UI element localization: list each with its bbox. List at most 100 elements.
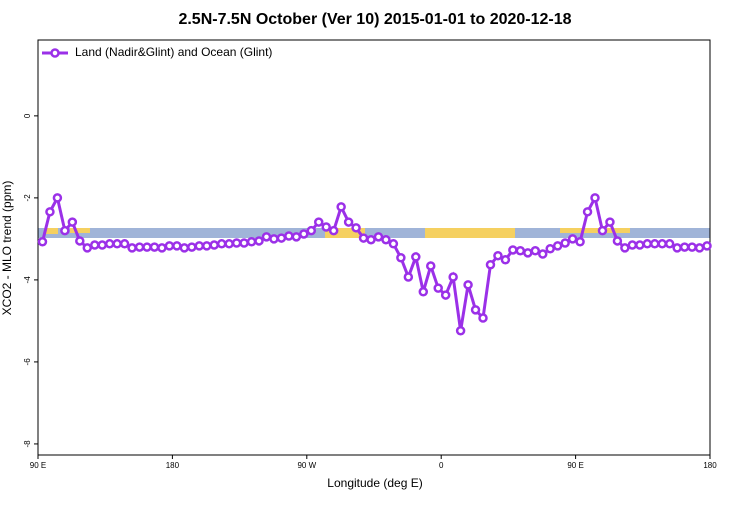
data-point: [396, 253, 406, 263]
data-point: [485, 259, 496, 270]
data-point: [172, 241, 182, 251]
y-tick-label: -4: [23, 276, 32, 284]
legend-label: Land (Nadir&Glint) and Ocean (Glint): [75, 45, 272, 59]
data-point: [500, 255, 511, 265]
data-point: [194, 241, 205, 251]
data-point: [433, 283, 443, 293]
data-point: [52, 193, 63, 203]
data-point: [45, 207, 55, 217]
data-point: [187, 242, 197, 252]
data-point: [702, 241, 712, 251]
data-point: [291, 232, 302, 242]
data-point: [127, 243, 137, 253]
data-point: [299, 229, 309, 239]
series-line: [41, 193, 708, 331]
data-point: [164, 241, 175, 251]
data-point: [649, 239, 660, 249]
data-point: [373, 232, 384, 242]
data-point: [37, 237, 48, 247]
data-point: [470, 305, 481, 315]
data-point: [321, 222, 331, 232]
data-point: [284, 231, 294, 241]
data-point: [75, 236, 85, 246]
data-point: [455, 325, 466, 336]
data-point: [269, 234, 279, 244]
data-point: [97, 240, 107, 250]
data-point: [463, 280, 473, 290]
data-point: [664, 239, 675, 249]
data-point: [239, 238, 249, 248]
data-point: [478, 313, 488, 323]
data-point: [388, 239, 399, 249]
data-point: [605, 217, 615, 227]
data-point: [440, 290, 451, 300]
data-point: [89, 240, 100, 250]
data-point: [642, 239, 653, 249]
x-tick-label: 90 E: [567, 461, 583, 470]
y-tick-label: 0: [23, 113, 32, 118]
data-point: [246, 237, 257, 247]
data-point: [201, 241, 212, 251]
data-point: [448, 272, 458, 282]
data-point: [418, 287, 429, 297]
data-point: [679, 242, 690, 252]
data-point: [694, 243, 705, 253]
data-point: [343, 217, 354, 227]
data-point: [552, 241, 563, 251]
data-point: [134, 242, 145, 252]
y-tick-label: -2: [23, 194, 32, 202]
data-point: [216, 239, 227, 249]
data-point: [620, 243, 630, 253]
data-point: [82, 243, 93, 253]
data-point: [575, 237, 585, 247]
data-point: [582, 207, 593, 217]
data-point: [403, 272, 414, 282]
legend-marker: [50, 48, 60, 58]
x-tick-label: 90 W: [297, 461, 316, 470]
y-axis-label: XCO2 - MLO trend (ppm): [0, 181, 14, 316]
data-point: [179, 243, 190, 253]
data-point: [597, 225, 608, 236]
data-point: [537, 249, 548, 259]
data-point: [657, 239, 667, 249]
data-point: [254, 236, 264, 246]
data-point: [336, 202, 346, 212]
data-point: [157, 243, 167, 253]
data-point: [523, 248, 533, 258]
data-point: [261, 232, 272, 242]
x-tick-label: 90 E: [30, 461, 46, 470]
data-point: [276, 233, 287, 243]
data-point: [411, 252, 421, 262]
data-point: [313, 217, 324, 227]
x-tick-label: 180: [166, 461, 180, 470]
data-point: [149, 242, 160, 252]
data-point: [67, 217, 78, 227]
data-point: [425, 261, 436, 271]
x-axis-label: Longitude (deg E): [327, 476, 422, 490]
data-point: [672, 243, 682, 253]
data-point: [231, 238, 242, 248]
data-point: [112, 239, 122, 249]
data-point: [60, 225, 70, 236]
data-point: [515, 246, 526, 256]
chart-title: 2.5N-7.5N October (Ver 10) 2015-01-01 to…: [178, 11, 571, 28]
data-point: [119, 239, 130, 249]
data-point: [635, 240, 645, 250]
data-point: [142, 242, 152, 252]
data-point: [209, 240, 219, 250]
data-point: [358, 233, 369, 243]
data-point: [508, 245, 518, 255]
y-tick-label: -8: [23, 440, 32, 448]
data-point: [530, 246, 541, 256]
x-tick-label: 0: [439, 461, 444, 470]
data-point: [381, 234, 391, 245]
data-point: [545, 243, 555, 254]
y-tick-label: -6: [23, 358, 32, 366]
data-point: [104, 239, 115, 249]
data-point: [560, 238, 570, 248]
data-point: [612, 236, 623, 246]
data-point: [627, 240, 638, 250]
data-point: [366, 234, 376, 245]
surface-band: [38, 228, 710, 238]
